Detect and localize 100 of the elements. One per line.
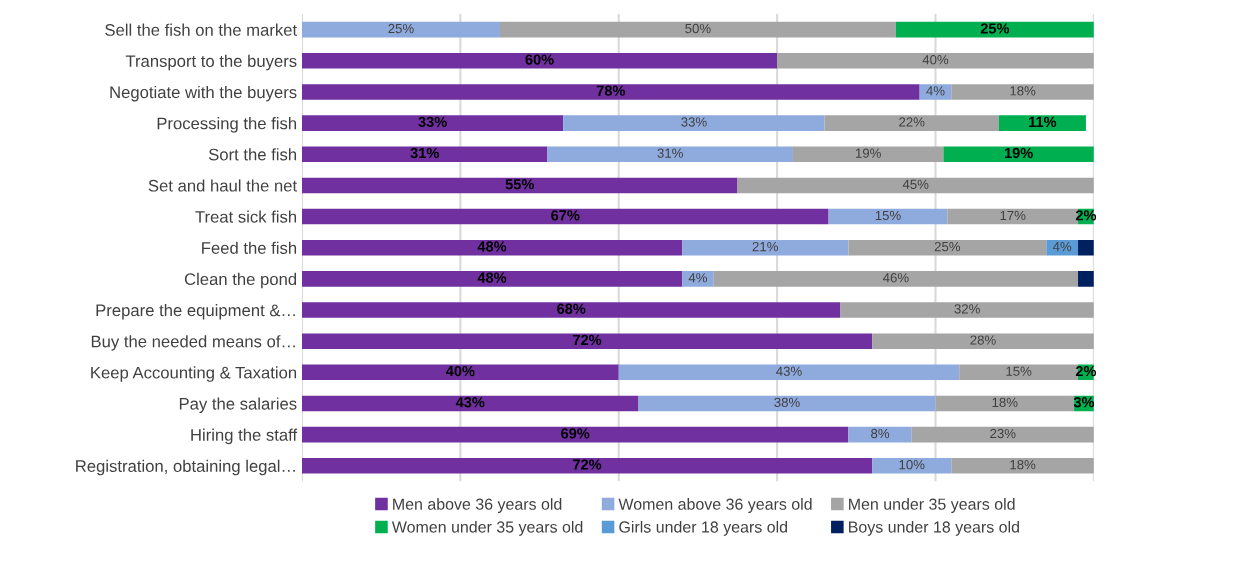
data-label: 40% bbox=[922, 55, 949, 65]
data-label: 38% bbox=[774, 397, 800, 408]
y-tick-label: Set and haul the net bbox=[148, 179, 297, 192]
data-label: 43% bbox=[455, 397, 485, 408]
bar bbox=[301, 302, 841, 318]
bar bbox=[951, 458, 1094, 474]
data-label: 15% bbox=[875, 210, 901, 221]
bar bbox=[935, 395, 1075, 412]
data-label: 48% bbox=[477, 241, 507, 252]
data-label: 33% bbox=[681, 117, 707, 127]
y-tick-label: Hiring the staff bbox=[191, 428, 298, 445]
data-label: 25% bbox=[980, 23, 1010, 34]
data-label: 32% bbox=[954, 304, 980, 314]
legend-label: Women under 35 years old bbox=[391, 520, 583, 536]
y-tick-label: Keep Accounting & Taxation bbox=[91, 366, 297, 382]
bar bbox=[301, 208, 829, 225]
bar bbox=[737, 177, 1094, 194]
bar bbox=[301, 395, 639, 412]
bar bbox=[301, 239, 683, 256]
bar bbox=[872, 333, 1094, 349]
bar bbox=[872, 458, 952, 474]
bar bbox=[1078, 239, 1094, 256]
legend-label: Men above 36 years old bbox=[393, 498, 562, 513]
bar bbox=[848, 426, 912, 443]
data-label: 78% bbox=[596, 85, 626, 96]
data-label: 31% bbox=[410, 147, 439, 159]
bar bbox=[301, 271, 683, 287]
bar bbox=[638, 395, 936, 412]
data-label: 33% bbox=[418, 116, 447, 128]
legend-label: Men under 35 years old bbox=[849, 498, 1015, 513]
data-label: 19% bbox=[855, 148, 881, 158]
bar bbox=[618, 364, 960, 381]
data-label: 55% bbox=[505, 179, 534, 190]
bar bbox=[301, 21, 500, 38]
y-tick-label: Registration, obtaining legal… bbox=[76, 459, 295, 476]
data-label: 17% bbox=[1000, 210, 1026, 221]
bar bbox=[301, 364, 619, 381]
bar bbox=[828, 208, 948, 225]
y-tick-label: Feed the fish bbox=[202, 241, 297, 254]
legend-label: Boys under 18 years old bbox=[849, 520, 1019, 536]
bar bbox=[1078, 271, 1094, 287]
y-tick-label: Pay the salaries bbox=[179, 397, 297, 413]
bar bbox=[563, 115, 825, 131]
data-label: 23% bbox=[990, 428, 1016, 439]
data-label: 60% bbox=[525, 54, 554, 65]
bar bbox=[911, 426, 1094, 443]
data-label: 15% bbox=[1006, 366, 1032, 376]
data-label: 72% bbox=[573, 459, 602, 470]
data-label: 69% bbox=[561, 428, 590, 439]
data-label: 18% bbox=[992, 397, 1018, 408]
data-label: 25% bbox=[388, 23, 414, 34]
bar bbox=[919, 84, 952, 100]
bar bbox=[792, 146, 944, 163]
data-label: 22% bbox=[899, 117, 925, 127]
data-label: 50% bbox=[685, 23, 711, 34]
bar bbox=[301, 115, 564, 131]
data-label: 4% bbox=[1052, 241, 1072, 252]
bar bbox=[951, 84, 1094, 100]
y-tick-label: Sort the fish bbox=[208, 148, 297, 161]
data-label: 18% bbox=[1010, 459, 1036, 470]
bar bbox=[301, 458, 873, 474]
bar bbox=[682, 271, 714, 287]
bar bbox=[301, 426, 849, 443]
legend-label: Women above 36 years old bbox=[618, 498, 812, 513]
y-tick-label: Clean the pond bbox=[184, 272, 297, 289]
data-label: 8% bbox=[871, 428, 890, 439]
data-label: 25% bbox=[934, 241, 961, 252]
data-label: 21% bbox=[752, 241, 778, 252]
y-tick-label: Processing the fish bbox=[157, 117, 297, 133]
data-label: 43% bbox=[776, 366, 802, 376]
y-tick-label: Negotiate with the buyers bbox=[110, 85, 297, 102]
y-tick-label: Treat sick fish bbox=[195, 210, 297, 223]
bar bbox=[301, 146, 548, 163]
bar bbox=[301, 333, 873, 349]
y-tick-label: Transport to the buyers bbox=[125, 54, 297, 71]
data-label: 48% bbox=[477, 272, 507, 283]
bar bbox=[499, 21, 896, 38]
bar bbox=[998, 115, 1086, 131]
bar bbox=[840, 302, 1094, 318]
data-label: 72% bbox=[573, 334, 602, 346]
y-tick-label: Prepare the equipment &… bbox=[96, 303, 295, 320]
bar bbox=[943, 146, 1094, 163]
y-tick-label: Buy the needed means of… bbox=[91, 335, 295, 351]
data-label: 67% bbox=[551, 210, 580, 221]
bar bbox=[1046, 239, 1079, 256]
legend-label: Girls under 18 years old bbox=[619, 520, 787, 536]
data-label: 68% bbox=[557, 303, 586, 314]
data-label: 3% bbox=[1073, 397, 1095, 408]
bar bbox=[682, 239, 849, 256]
data-label: 31% bbox=[657, 148, 683, 158]
bar bbox=[301, 84, 920, 100]
data-label: 4% bbox=[688, 273, 707, 283]
bar bbox=[301, 177, 738, 194]
data-label: 28% bbox=[970, 335, 996, 345]
data-label: 19% bbox=[1004, 147, 1033, 159]
bar bbox=[547, 146, 793, 163]
data-label: 40% bbox=[445, 365, 475, 377]
data-label: 45% bbox=[902, 179, 929, 189]
data-label: 11% bbox=[1029, 116, 1057, 127]
bar bbox=[848, 239, 1047, 256]
